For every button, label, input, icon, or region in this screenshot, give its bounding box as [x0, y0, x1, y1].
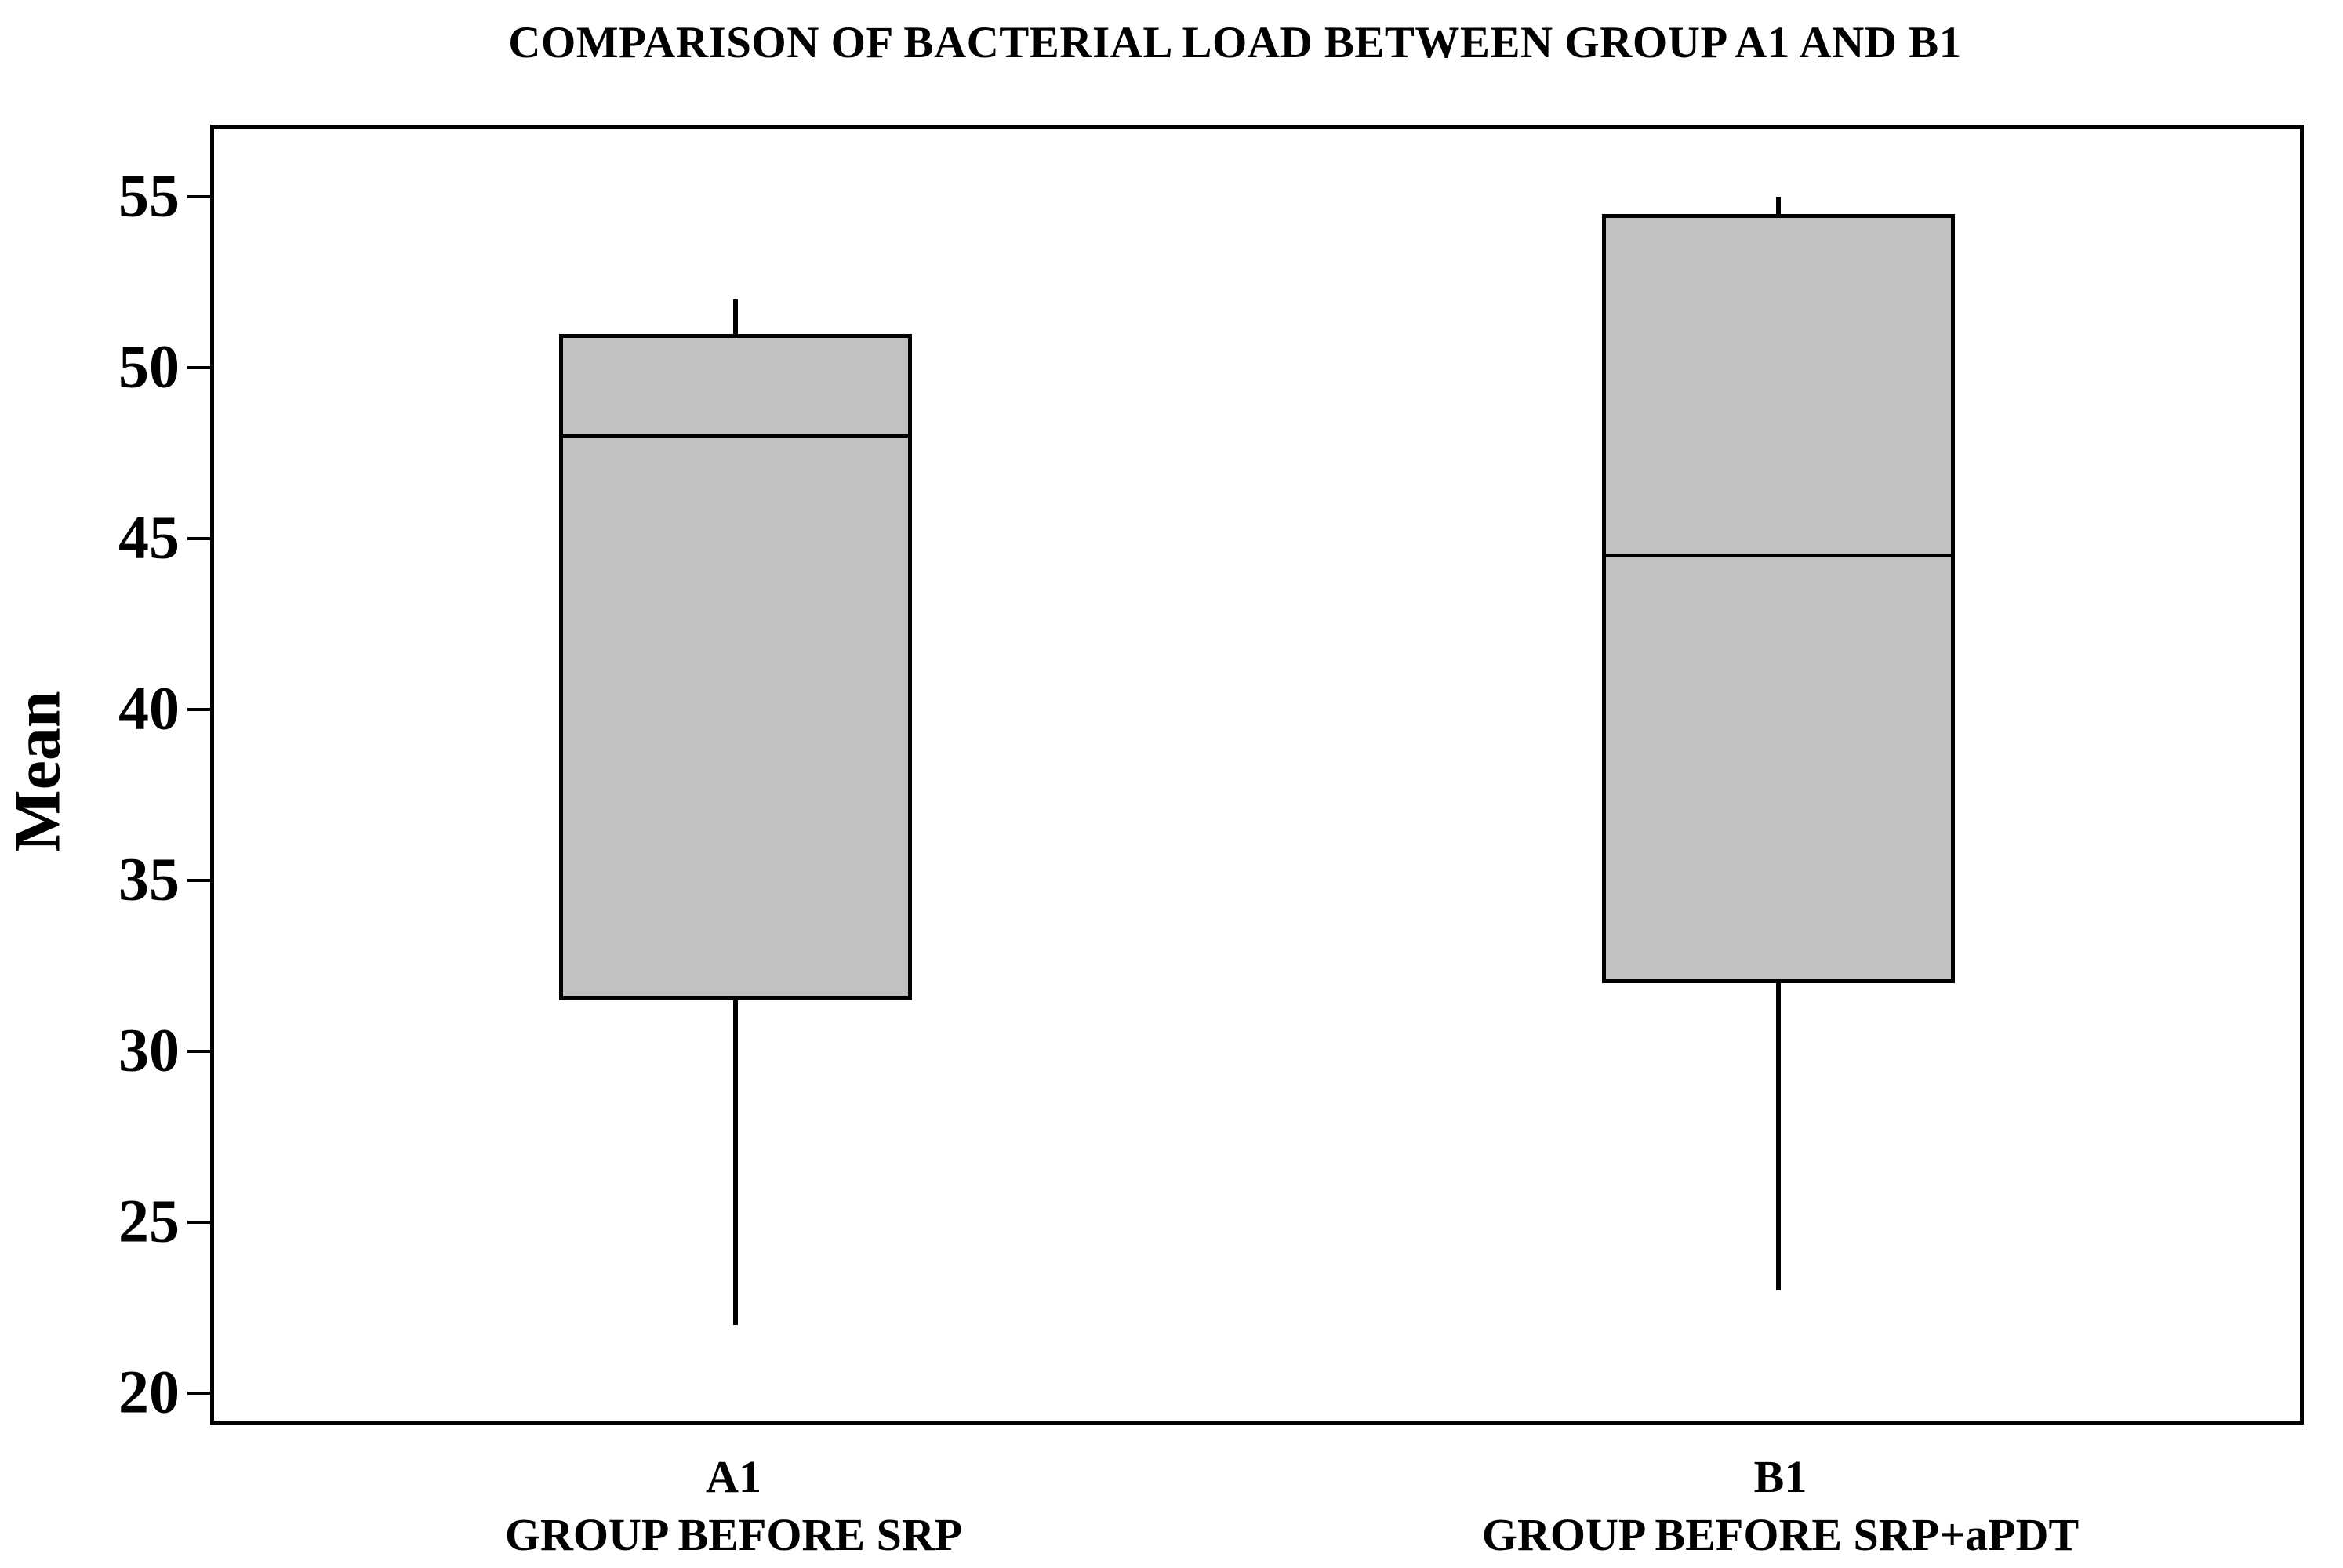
y-tick-label: 50 — [118, 332, 180, 401]
y-tick-label: 35 — [118, 844, 180, 913]
y-tick-label: 45 — [118, 503, 180, 572]
x-axis-labels: A1 GROUP BEFORE SRP B1 GROUP BEFORE SRP+aPD… — [210, 1425, 2304, 1568]
y-tick-label: 20 — [118, 1357, 180, 1426]
y-tick-mark — [187, 195, 211, 199]
x-tick-label-B1: B1 — [1753, 1451, 1807, 1502]
y-tick-mark — [187, 1221, 211, 1225]
y-tick-mark — [187, 537, 211, 541]
box-B1 — [1602, 213, 1955, 983]
y-tick-label: 40 — [118, 673, 180, 742]
y-tick-mark — [187, 708, 211, 712]
x-axis-group-label-B1: GROUP BEFORE SRP+aPDT — [1481, 1509, 2080, 1560]
x-axis-group-label-A1: GROUP BEFORE SRP — [504, 1509, 963, 1560]
box-A1 — [559, 333, 912, 1000]
chart-title: COMPARISON OF BACTERIAL LOAD BETWEEN GRO… — [508, 18, 1962, 67]
lower-whisker-B1 — [1776, 982, 1781, 1291]
y-tick-mark — [187, 1050, 211, 1054]
plot-area: 55 50 45 40 35 30 25 20 — [118, 125, 2304, 1425]
upper-whisker-B1 — [1776, 197, 1781, 214]
y-axis-label: Mean — [1, 691, 74, 852]
upper-whisker-A1 — [733, 299, 738, 334]
y-tick-mark — [187, 879, 211, 883]
y-tick-label: 55 — [118, 161, 180, 230]
x-tick-label-A1: A1 — [706, 1451, 761, 1502]
y-tick-mark — [187, 1392, 211, 1396]
lower-whisker-A1 — [733, 1000, 738, 1325]
median-line-B1 — [1602, 554, 1955, 558]
median-line-A1 — [559, 434, 912, 438]
y-tick-mark — [187, 366, 211, 370]
y-tick-label: 30 — [118, 1015, 180, 1084]
y-tick-label: 25 — [118, 1186, 180, 1255]
